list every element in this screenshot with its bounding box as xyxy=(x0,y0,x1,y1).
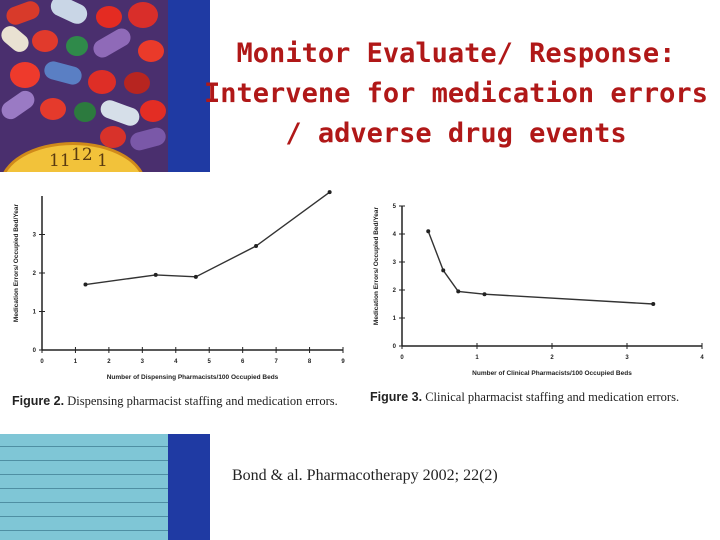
figure-2-x-tick-label: 5 xyxy=(208,359,212,365)
clock-number-11: 11 xyxy=(49,151,71,171)
figure-3-data-point xyxy=(651,302,656,306)
left-decorative-column: 11 12 1 xyxy=(0,0,168,540)
figure-3-y-tick-label: 5 xyxy=(393,204,397,210)
figure-2-label: Figure 2. xyxy=(12,394,65,408)
figure-2-x-tick-label: 4 xyxy=(174,359,178,365)
pills-and-clock-photo: 11 12 1 xyxy=(0,0,168,172)
figure-3-chart: 0 1 2 3 4 0 1 2 3 4 5 Number of Clinical Pharmacist… xyxy=(368,196,713,386)
figure-2-x-tick-label: 3 xyxy=(141,359,145,365)
figure-2-data-point xyxy=(153,272,158,277)
figure-3-label: Figure 3. xyxy=(370,390,423,404)
figure-3-data-point xyxy=(426,229,431,234)
slide-title-line-2: Intervene for medication errors xyxy=(204,78,708,109)
figure-2-caption: Figure 2. Dispensing pharmacist staffing… xyxy=(12,393,352,409)
figure-3-y-tick-label: 0 xyxy=(393,344,397,350)
figure-3-x-tick-label: 3 xyxy=(625,355,629,361)
figure-3-y-tick-label: 3 xyxy=(393,260,397,266)
figure-2-data-point xyxy=(254,244,259,249)
figure-2-series-line xyxy=(85,191,331,286)
figure-2-y-axis-label: Medication Errors/ Occupied Bed/Year xyxy=(13,203,20,322)
figure-2-x-tick-label: 6 xyxy=(241,359,245,365)
clock-face: 11 12 1 xyxy=(0,142,146,172)
citation: Bond & al. Pharmacotherapy 2002; 22(2) xyxy=(232,467,498,484)
figure-2-x-tick-label: 7 xyxy=(274,359,278,365)
figure-3-plot: 0 1 2 3 4 0 1 2 3 4 5 Number of Clinical Pharmacist… xyxy=(373,204,704,377)
figure-3-x-tick-label: 2 xyxy=(550,355,554,361)
figure-2-data-point xyxy=(193,274,198,279)
figure-2-y-tick-label: 0 xyxy=(33,348,37,354)
figure-3-series-line xyxy=(427,230,654,305)
figure-3-y-tick-label: 4 xyxy=(393,232,397,238)
figure-2-x-tick-label: 8 xyxy=(308,359,312,365)
figure-3-x-axis-label: Number of Clinical Pharmacists/100 Occup… xyxy=(472,370,632,377)
medical-form-photo xyxy=(0,434,168,540)
figure-2-y-tick-label: 1 xyxy=(33,310,37,316)
figure-2-plot: 0 1 2 3 4 5 6 7 8 9 0 1 2 3 Number of Dispensing Pharm… xyxy=(13,190,345,381)
figure-2-data-point xyxy=(327,190,332,195)
figure-3-x-tick-label: 1 xyxy=(475,355,479,361)
figure-2-x-axis-label: Number of Dispensing Pharmacists/100 Occ… xyxy=(107,374,279,381)
slide-title-line-1: Monitor Evaluate/ Response: xyxy=(236,38,676,69)
figure-3-y-tick-label: 2 xyxy=(393,288,397,294)
figure-3-x-tick-label: 0 xyxy=(400,355,404,361)
figure-3-data-point xyxy=(482,292,487,297)
figure-2-y-tick-label: 3 xyxy=(33,233,37,239)
accent-bar-top xyxy=(168,0,210,172)
figure-3-y-tick-label: 1 xyxy=(393,316,397,322)
figure-3-data-point xyxy=(441,268,446,273)
figure-3-data-point xyxy=(456,289,461,294)
slide-title: Monitor Evaluate/ Response: Intervene fo… xyxy=(200,34,712,154)
figure-2-data-point xyxy=(83,282,88,287)
figure-2-x-tick-label: 0 xyxy=(40,359,44,365)
figure-2-x-tick-label: 2 xyxy=(107,359,111,365)
clock-number-12: 12 xyxy=(71,145,93,165)
figure-3-x-tick-label: 4 xyxy=(700,355,704,361)
clock-number-1: 1 xyxy=(97,151,108,171)
figure-2-y-tick-label: 2 xyxy=(33,271,37,277)
figure-2-x-tick-label: 9 xyxy=(341,359,345,365)
accent-bar-bottom xyxy=(168,434,210,540)
left-column-spacer xyxy=(0,172,168,434)
figure-2-x-tick-label: 1 xyxy=(74,359,78,365)
slide-title-line-3: / adverse drug events xyxy=(285,118,627,149)
figure-2-chart: 0 1 2 3 4 5 6 7 8 9 0 1 2 3 Number of Dispensing Pharm… xyxy=(0,190,360,390)
figure-3-y-axis-label: Medication Errors/ Occupied Bed/Year xyxy=(373,206,380,325)
figure-3-caption-text: Clinical pharmacist staffing and medicat… xyxy=(425,390,680,404)
figure-3-caption: Figure 3. Clinical pharmacist staffing a… xyxy=(370,389,700,405)
figure-2-caption-text: Dispensing pharmacist staffing and medic… xyxy=(67,394,338,408)
